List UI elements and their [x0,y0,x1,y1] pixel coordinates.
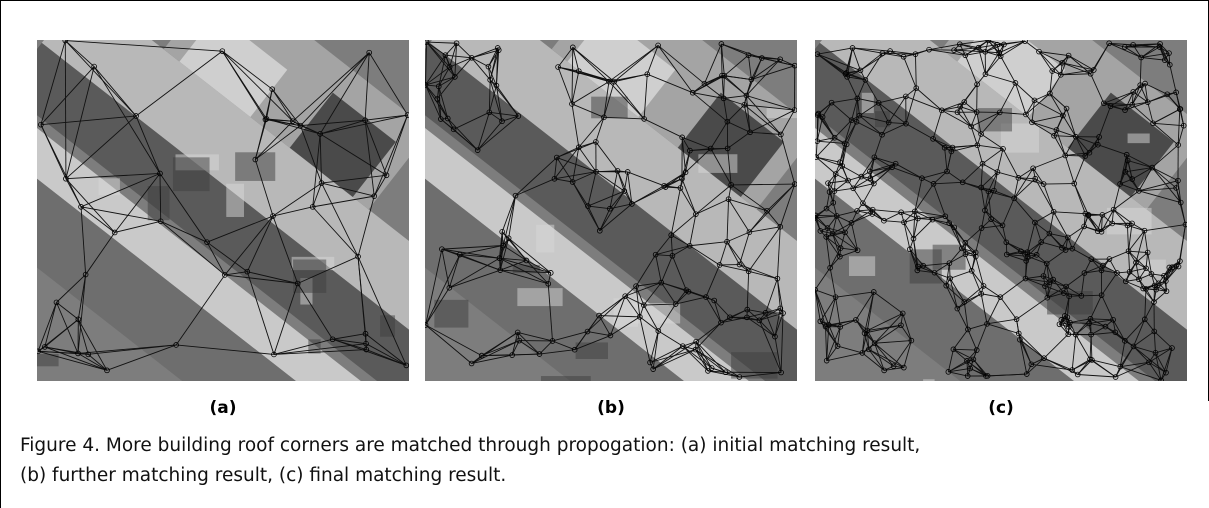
triangulation-edge [1006,242,1007,254]
texture [235,152,275,181]
texture [293,260,326,293]
panel-image [425,40,797,381]
texture [173,157,210,191]
texture [148,186,170,220]
texture [380,315,395,336]
panel-image [37,40,409,381]
caption-line: Figure 4. More building roof corners are… [20,435,920,456]
texture [978,108,1012,131]
page: (a) (b) (c) Figure 4. More building roof… [0,0,1209,508]
texture [698,154,737,173]
texture [308,339,320,353]
figure-frame [0,400,1,508]
texture [849,256,875,276]
texture [1140,260,1166,276]
texture [99,178,120,195]
texture [517,288,562,306]
texture [923,379,934,381]
texture [226,184,244,217]
triangulation-edge [441,118,448,119]
texture [1047,291,1093,314]
texture [541,376,591,381]
texture [576,342,608,359]
panel-image [815,40,1187,381]
texture [536,225,554,253]
panel-label: (b) [425,398,797,418]
caption-line: (b) further matching result, (c) final m… [20,465,506,486]
triangulation-edge [870,171,871,178]
triangulation-edge [65,41,66,179]
panel-label: (c) [815,398,1187,418]
panel-label: (a) [37,398,409,418]
texture [1128,133,1150,143]
